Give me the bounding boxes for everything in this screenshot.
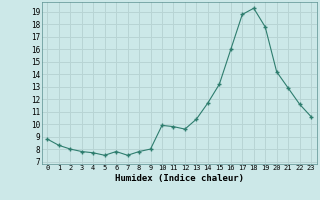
X-axis label: Humidex (Indice chaleur): Humidex (Indice chaleur) — [115, 174, 244, 183]
